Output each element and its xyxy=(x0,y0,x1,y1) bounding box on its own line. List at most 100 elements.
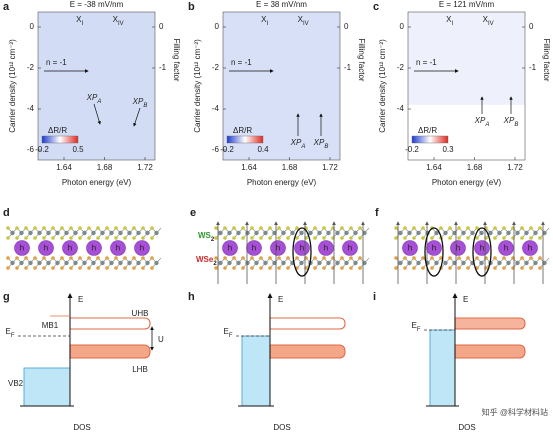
panel-label: c xyxy=(373,1,379,13)
atom xyxy=(493,236,497,240)
peak-label: XIV xyxy=(298,15,309,26)
atom xyxy=(87,226,91,230)
hole xyxy=(342,240,358,256)
atom xyxy=(457,256,461,260)
dos-label: DOS xyxy=(73,423,90,432)
atom xyxy=(96,266,100,270)
atom xyxy=(466,266,470,270)
y-axis-label: Carrier density (10¹² cm⁻²) xyxy=(378,39,387,133)
atom xyxy=(520,256,524,260)
atom xyxy=(313,266,317,270)
atom xyxy=(141,226,145,230)
atom xyxy=(69,266,73,270)
atom xyxy=(145,230,150,236)
atom xyxy=(313,256,317,260)
hole-label: h xyxy=(504,244,508,253)
atom xyxy=(250,256,254,260)
atom xyxy=(259,226,263,230)
atom xyxy=(51,266,55,270)
atom xyxy=(254,230,259,236)
pair-outline xyxy=(472,227,492,277)
atom xyxy=(529,236,533,240)
atom xyxy=(91,230,96,236)
colorbar-label: ΔR/R xyxy=(48,126,67,135)
atom xyxy=(403,266,407,270)
atom xyxy=(326,260,331,266)
atom xyxy=(502,226,506,230)
atom xyxy=(533,230,538,236)
atom xyxy=(227,230,232,236)
atom xyxy=(37,230,42,236)
y-tick-label: -4 xyxy=(397,104,405,113)
atom xyxy=(250,266,254,270)
xp-label-main: XP xyxy=(474,116,486,125)
dos-label: DOS xyxy=(458,423,475,432)
atom xyxy=(105,266,109,270)
atom xyxy=(421,226,425,230)
hole-label: h xyxy=(480,244,484,253)
y-tick-label: 0 xyxy=(215,22,220,31)
atom xyxy=(10,230,15,236)
atom xyxy=(141,266,145,270)
atom xyxy=(105,236,109,240)
atom xyxy=(91,260,96,266)
pair-outline xyxy=(424,227,444,277)
peak-label-sub: IV xyxy=(488,21,494,27)
atom xyxy=(118,260,123,266)
xp-label-sub: A xyxy=(484,122,489,128)
atom xyxy=(335,260,340,266)
atom xyxy=(19,260,24,266)
atom xyxy=(223,226,227,230)
energy-label: E xyxy=(78,295,83,304)
x-axis-label: Photon energy (eV) xyxy=(432,178,502,187)
xp-label-main: XP xyxy=(313,138,325,147)
atom xyxy=(461,260,466,266)
atom xyxy=(277,236,281,240)
atom xyxy=(123,266,127,270)
atom xyxy=(96,226,100,230)
atom xyxy=(218,230,223,236)
atom xyxy=(78,266,82,270)
atom xyxy=(87,236,91,240)
peak-label: XI xyxy=(446,15,453,26)
atom xyxy=(394,226,398,230)
atom xyxy=(497,260,502,266)
panel-title: E = 121 mV/nm xyxy=(439,0,495,9)
peak-label-main: X xyxy=(446,15,452,24)
peak-label-sub: IV xyxy=(303,21,309,27)
atom xyxy=(241,266,245,270)
atom xyxy=(448,236,452,240)
hole-label: h xyxy=(528,244,532,253)
atom xyxy=(218,260,223,266)
colorbar-tick: -0.2 xyxy=(220,145,234,154)
atom xyxy=(502,256,506,260)
atom xyxy=(6,266,10,270)
panel-label: e xyxy=(190,207,196,219)
y2-tick-label: 0 xyxy=(159,22,164,31)
atom xyxy=(6,236,10,240)
atom xyxy=(448,226,452,230)
atom xyxy=(475,236,479,240)
atom xyxy=(33,236,37,240)
panel-label: g xyxy=(3,291,10,303)
atom xyxy=(37,260,42,266)
atom xyxy=(340,266,344,270)
band-lobe xyxy=(454,344,526,359)
atom xyxy=(529,226,533,230)
fermi-label: EF xyxy=(223,327,232,338)
hole xyxy=(426,240,442,256)
atom xyxy=(254,260,259,266)
atom xyxy=(443,260,448,266)
y2-tick-label: -1 xyxy=(529,63,537,72)
atom xyxy=(448,266,452,270)
atom xyxy=(461,230,466,236)
atom xyxy=(398,230,403,236)
hole xyxy=(14,240,30,256)
atom xyxy=(78,236,82,240)
atom xyxy=(340,236,344,240)
atom xyxy=(96,236,100,240)
y-tick-label: -4 xyxy=(27,104,35,113)
atom xyxy=(114,266,118,270)
x-tick-label: 1.68 xyxy=(97,163,113,172)
